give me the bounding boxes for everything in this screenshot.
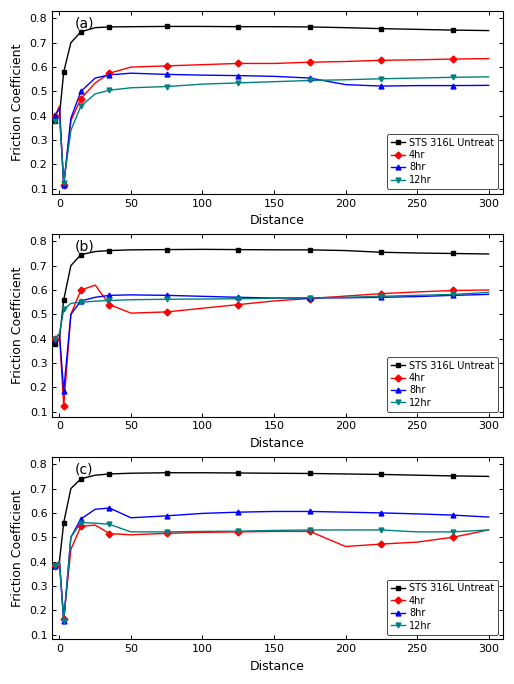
Text: (a): (a) [75,16,94,31]
Y-axis label: Friction Coefficient: Friction Coefficient [11,44,24,161]
X-axis label: Distance: Distance [250,660,305,673]
Legend: STS 316L Untreat, 4hr, 8hr, 12hr: STS 316L Untreat, 4hr, 8hr, 12hr [387,579,498,635]
X-axis label: Distance: Distance [250,437,305,450]
Legend: STS 316L Untreat, 4hr, 8hr, 12hr: STS 316L Untreat, 4hr, 8hr, 12hr [387,356,498,412]
X-axis label: Distance: Distance [250,214,305,227]
Text: (c): (c) [75,462,94,476]
Legend: STS 316L Untreat, 4hr, 8hr, 12hr: STS 316L Untreat, 4hr, 8hr, 12hr [387,134,498,189]
Text: (b): (b) [75,239,95,254]
Y-axis label: Friction Coefficient: Friction Coefficient [11,267,24,384]
Y-axis label: Friction Coefficient: Friction Coefficient [11,490,24,607]
